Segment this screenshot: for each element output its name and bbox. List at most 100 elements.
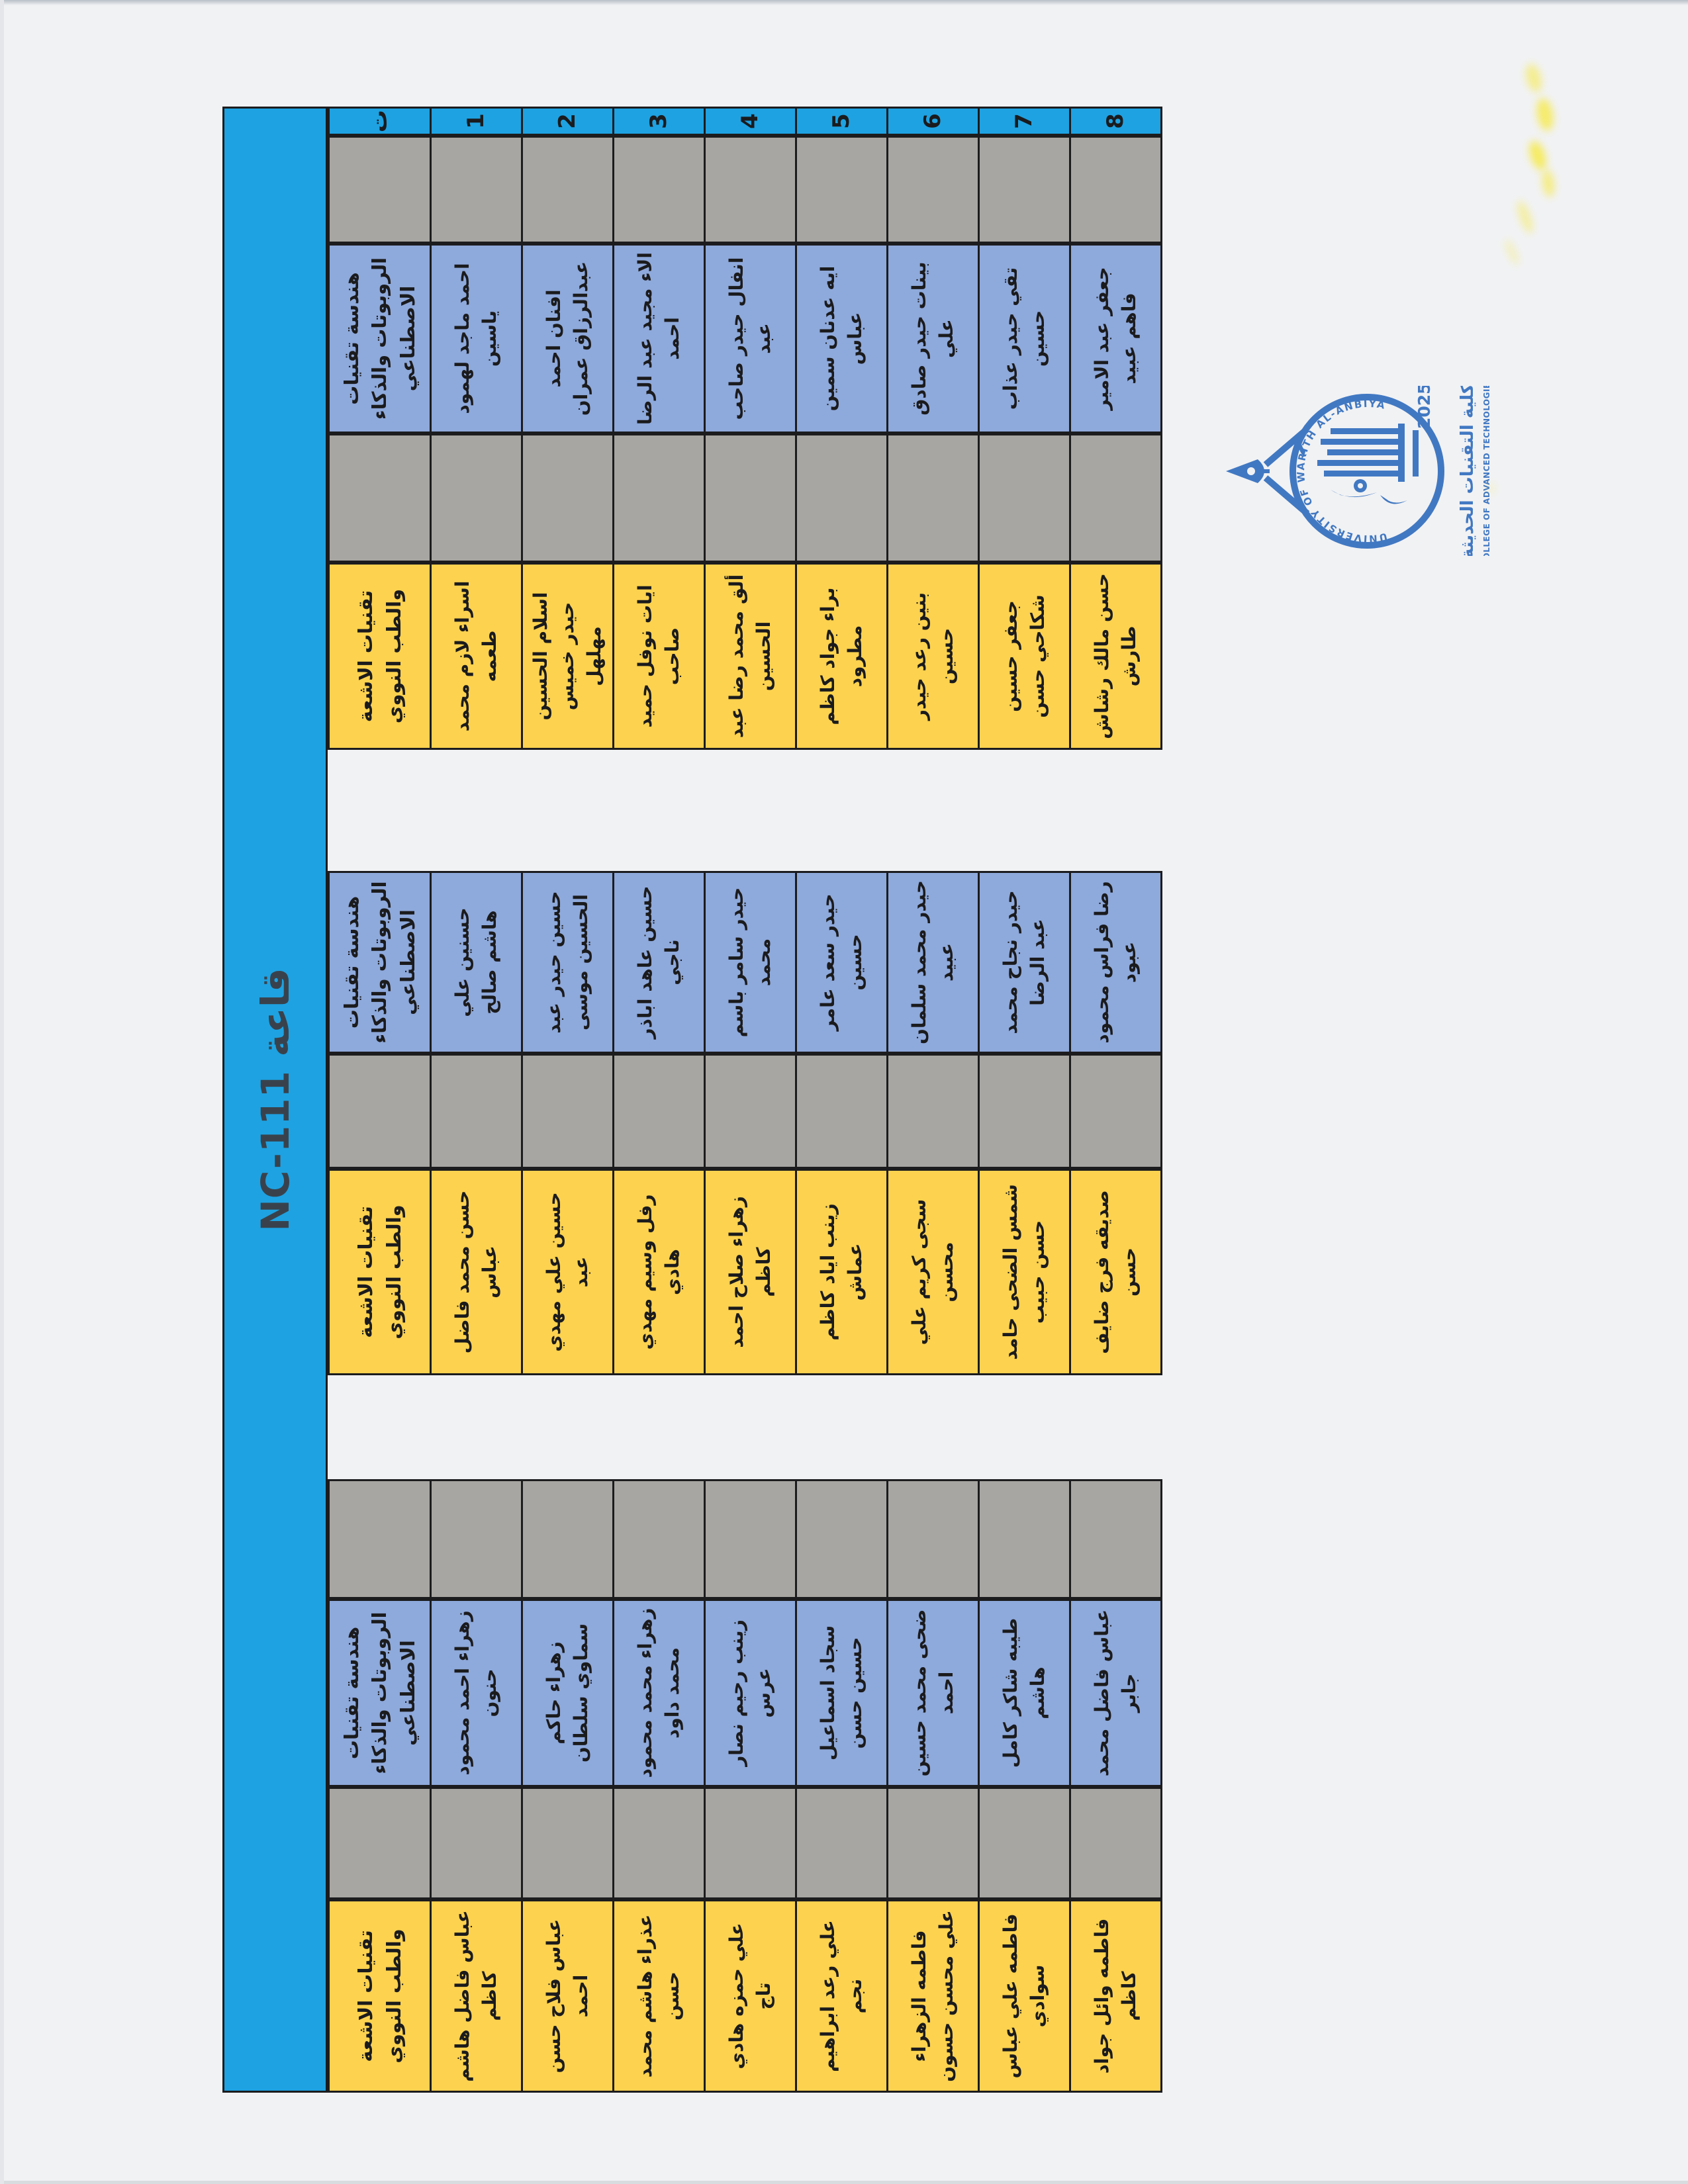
student-name-cell: ايات نوفل حميد صاحب — [612, 565, 704, 748]
hall-title: قاعة NC-111 — [252, 968, 298, 1232]
spacer-cell — [704, 1789, 795, 1897]
spacer-cell — [795, 1056, 886, 1167]
stamp-year: 2025 — [1415, 386, 1434, 429]
student-name-cell: سجى كريم علي محسن — [886, 1171, 978, 1373]
seating-table: قاعة NC-111 ت 1 2 3 4 5 6 7 8 — [222, 107, 1162, 2093]
student-name-cell: زهراء محمد محمود محمد داود — [612, 1601, 704, 1785]
student-name-cell: ايه عدنان سمين عباس — [795, 246, 886, 432]
serial-column: ت 1 2 3 4 5 6 7 8 — [328, 107, 1162, 136]
spacer-cell — [612, 1789, 704, 1897]
student-name-cell: رفل وسيم مهدي هادي — [612, 1171, 704, 1373]
serial-cell: 6 — [886, 109, 978, 134]
student-name-cell: رضا فراس محمود عبود — [1069, 873, 1160, 1052]
student-name-cell: عذراء هاشم محمد حسن — [612, 1901, 704, 2091]
student-name-cell: شمس الضحى حامد حسن حبيب — [978, 1171, 1069, 1373]
student-name-cell: علي حمزه هادي تاج — [704, 1901, 795, 2091]
serial-cell: 3 — [612, 109, 704, 134]
student-name-cell: بينات حيدر صادق علي — [886, 246, 978, 432]
student-name-cell: زينب رحيم نصار عرس — [704, 1601, 795, 1785]
student-name-cell: زهراء حاكم سماوي سلطان — [521, 1601, 612, 1785]
spacer-cell — [612, 1481, 704, 1597]
university-stamp: UNIVERSITY OF WARITH AL-ANBIYA A — [1215, 377, 1499, 566]
student-name-cell: بنين رعد حيدر حسين — [886, 565, 978, 748]
student-name-cell: تقي حيدر عذاب حسين — [978, 246, 1069, 432]
spacer-cell — [886, 1789, 978, 1897]
student-name-cell: سجاد اسماعيل حسين حسن — [795, 1601, 886, 1785]
spacer-cell — [330, 435, 430, 561]
spacer-cell — [795, 138, 886, 242]
aisle-gap — [328, 750, 1162, 871]
student-name-cell: حسين عاهد اباذر ناجي — [612, 873, 704, 1052]
spacer-cell — [430, 1481, 521, 1597]
spacer-column — [328, 136, 1162, 244]
student-name-cell: حسين حيدر عبد الحسين موسى — [521, 873, 612, 1052]
spacer-cell — [886, 1056, 978, 1167]
spacer-cell — [1069, 138, 1160, 242]
spacer-cell — [330, 1789, 430, 1897]
department-header-cell: هندسة تقنيات الروبوتات والذكاء الاصطناعي — [330, 1601, 430, 1785]
student-name-cell: افنان احمد عبدالرزاق عمران — [521, 246, 612, 432]
student-name-cell: حسن مالك رشاش طارش — [1069, 565, 1160, 748]
title-bar: قاعة NC-111 — [222, 107, 328, 2093]
serial-cell: 2 — [521, 109, 612, 134]
serial-cell: 1 — [430, 109, 521, 134]
spacer-cell — [795, 435, 886, 561]
spacer-cell — [978, 435, 1069, 561]
student-name-cell: حيدر نجاح محمد عبد الرضا — [978, 873, 1069, 1052]
student-name-cell: فاطمه وائل جواد كاظم — [1069, 1901, 1160, 2091]
department-column-radiology-3: تقنيات الاشعة والطب النووي عباس فاضل هاش… — [328, 1899, 1162, 2093]
department-header-cell: تقنيات الاشعة والطب النووي — [330, 565, 430, 748]
spacer-column — [328, 433, 1162, 563]
spacer-cell — [521, 1056, 612, 1167]
department-header-cell: تقنيات الاشعة والطب النووي — [330, 1901, 430, 2091]
student-name-cell: حسين علي مهدي عبد — [521, 1171, 612, 1373]
spacer-cell — [330, 138, 430, 242]
department-column-robotics-2: هندسة تقنيات الروبوتات والذكاء الاصطناعي… — [328, 871, 1162, 1054]
spacer-cell — [978, 138, 1069, 242]
spacer-cell — [521, 1789, 612, 1897]
spacer-cell — [521, 435, 612, 561]
student-name-cell: زينب اياد كاظم عماش — [795, 1171, 886, 1373]
spacer-cell — [978, 1056, 1069, 1167]
student-name-cell: اسراء لازم محمد طعمه — [430, 565, 521, 748]
student-name-cell: الاء مجيد عبد الرضا احمد — [612, 246, 704, 432]
student-name-cell: حيدر محمد سلمان عبيد — [886, 873, 978, 1052]
spacer-cell — [886, 138, 978, 242]
spacer-cell — [612, 1056, 704, 1167]
spacer-column — [328, 1479, 1162, 1599]
student-name-cell: حسنين علي هاشم صالح — [430, 873, 521, 1052]
student-name-cell: عباس فلاح حسن احمد — [521, 1901, 612, 2091]
seating-grid: ت 1 2 3 4 5 6 7 8 — [328, 107, 1162, 2093]
department-column-robotics-1: هندسة تقنيات الروبوتات والذكاء الاصطناعي… — [328, 244, 1162, 433]
spacer-column — [328, 1054, 1162, 1169]
spacer-cell — [704, 1056, 795, 1167]
student-name-cell: جعفر عبد الامير فاهم عبيد — [1069, 246, 1160, 432]
spacer-cell — [1069, 1481, 1160, 1597]
spacer-cell — [330, 1056, 430, 1167]
spacer-cell — [978, 1481, 1069, 1597]
emblem-circle-icon — [1289, 394, 1444, 549]
spacer-cell — [612, 435, 704, 561]
college-name-en: COLLEGE OF ADVANCED TECHNOLOGIES — [1482, 386, 1491, 556]
spacer-cell — [430, 435, 521, 561]
department-header-cell: هندسة تقنيات الروبوتات والذكاء الاصطناعي — [330, 246, 430, 432]
student-name-cell: انفال حيدر صاحب عبد — [704, 246, 795, 432]
aisle-gap — [328, 1375, 1162, 1479]
serial-cell: 4 — [704, 109, 795, 134]
serial-header-cell: ت — [330, 109, 430, 134]
student-name-cell: فاطمه الزهراء علي محسن حسون — [886, 1901, 978, 2091]
spacer-cell — [704, 138, 795, 242]
student-name-cell: عباس فاضل محمد جابر — [1069, 1601, 1160, 1785]
student-name-cell: حيدر سعد عامر حسين — [795, 873, 886, 1052]
spacer-cell — [978, 1789, 1069, 1897]
student-name-cell: حسن محمد فاضل عباس — [430, 1171, 521, 1373]
spacer-cell — [521, 138, 612, 242]
spacer-cell — [521, 1481, 612, 1597]
spacer-cell — [612, 138, 704, 242]
spacer-cell — [795, 1481, 886, 1597]
student-name-cell: فاطمه علي عباس سوادي — [978, 1901, 1069, 2091]
spacer-cell — [1069, 1056, 1160, 1167]
spacer-cell — [430, 1056, 521, 1167]
